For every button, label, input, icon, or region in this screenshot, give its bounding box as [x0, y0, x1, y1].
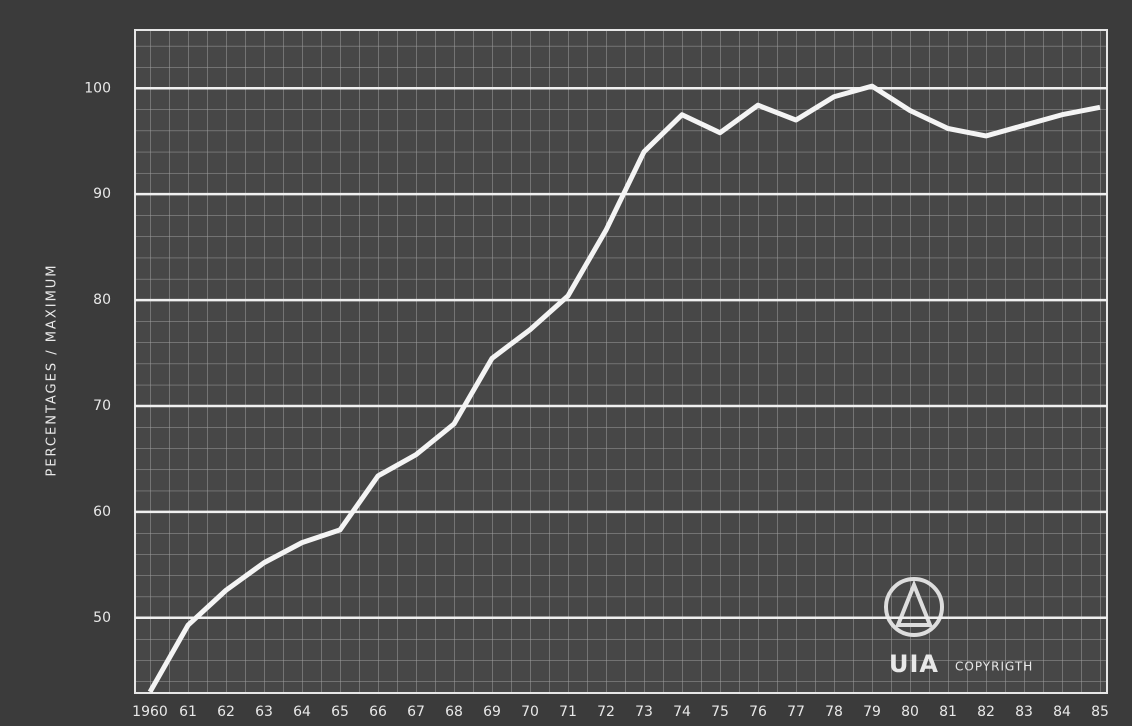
- x-tick-label: 65: [331, 704, 349, 720]
- y-tick-label: 60: [93, 504, 111, 520]
- x-tick-label: 85: [1091, 704, 1109, 720]
- x-tick-label: 76: [749, 704, 767, 720]
- y-tick-label: 90: [93, 186, 111, 202]
- copyright-text: COPYRIGTH: [955, 660, 1033, 674]
- x-tick-label: 71: [559, 704, 577, 720]
- x-tick-label: 66: [369, 704, 387, 720]
- x-tick-label: 74: [673, 704, 691, 720]
- y-tick-label: 70: [93, 398, 111, 414]
- x-tick-label: 77: [787, 704, 805, 720]
- plot-frame: [134, 29, 1108, 694]
- x-tick-label: 80: [901, 704, 919, 720]
- x-tick-label: 67: [407, 704, 425, 720]
- y-axis-label: PERCENTAGES / MAXIMUM: [45, 263, 60, 476]
- x-tick-label: 82: [977, 704, 995, 720]
- x-tick-label: 79: [863, 704, 881, 720]
- x-tick-label: 78: [825, 704, 843, 720]
- logo-wreath: [884, 577, 944, 637]
- x-tick-label: 83: [1015, 704, 1033, 720]
- data-line: [147, 83, 1101, 694]
- x-tick-label: 68: [445, 704, 463, 720]
- x-tick-label: 81: [939, 704, 957, 720]
- y-tick-label: 100: [84, 80, 111, 96]
- logo-text: UIA: [889, 650, 939, 678]
- x-tick-label: 62: [217, 704, 235, 720]
- x-tick-label: 1960: [132, 704, 168, 720]
- x-tick-label: 72: [597, 704, 615, 720]
- x-tick-label: 70: [521, 704, 539, 720]
- x-tick-label: 75: [711, 704, 729, 720]
- y-tick-label: 80: [93, 292, 111, 308]
- x-tick-label: 64: [293, 704, 311, 720]
- y-tick-label: 50: [93, 610, 111, 626]
- x-tick-label: 61: [179, 704, 197, 720]
- x-tick-label: 69: [483, 704, 501, 720]
- minor-grid: [135, 30, 1107, 693]
- x-tick-label: 73: [635, 704, 653, 720]
- x-tick-label: 84: [1053, 704, 1071, 720]
- logo: [884, 577, 944, 637]
- logo-emblem: [895, 579, 933, 627]
- x-tick-label: 63: [255, 704, 273, 720]
